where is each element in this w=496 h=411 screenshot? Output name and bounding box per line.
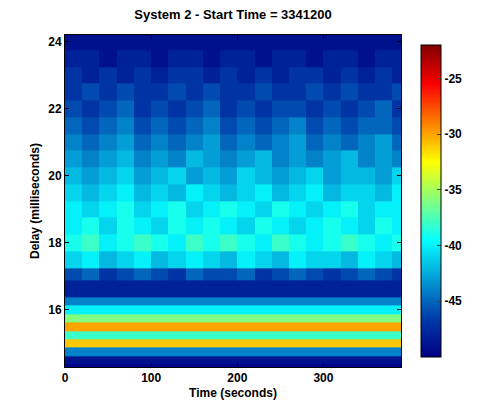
svg-text:-35: -35 <box>444 183 462 197</box>
svg-text:20: 20 <box>48 169 62 183</box>
svg-text:16: 16 <box>48 303 62 317</box>
svg-text:-40: -40 <box>444 239 462 253</box>
svg-text:0: 0 <box>62 371 69 385</box>
svg-text:-25: -25 <box>444 72 462 86</box>
svg-text:Time (seconds): Time (seconds) <box>189 386 277 400</box>
svg-text:22: 22 <box>48 102 62 116</box>
svg-text:100: 100 <box>141 371 161 385</box>
svg-text:-30: -30 <box>444 127 462 141</box>
svg-text:System 2 - Start Time = 334120: System 2 - Start Time = 3341200 <box>134 7 331 22</box>
svg-text:Delay (milliseconds): Delay (milliseconds) <box>28 143 42 259</box>
svg-text:-45: -45 <box>444 294 462 308</box>
svg-text:300: 300 <box>313 371 333 385</box>
svg-text:24: 24 <box>48 35 62 49</box>
svg-text:200: 200 <box>227 371 247 385</box>
svg-text:18: 18 <box>48 236 62 250</box>
